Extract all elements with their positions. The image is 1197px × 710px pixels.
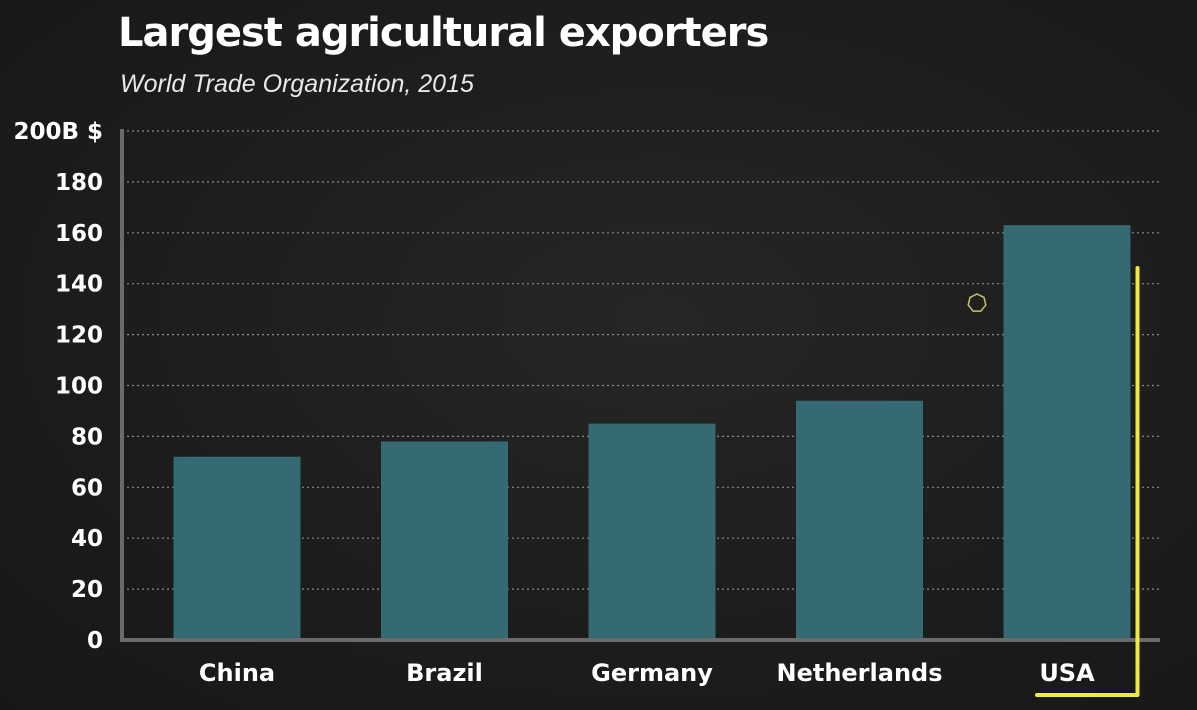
chart-title: Largest agricultural exporters [118,10,769,56]
chart-subtitle: World Trade Organization, 2015 [120,70,474,98]
cursor-ring-icon [967,293,987,312]
y-tick-label: 40 [71,526,103,552]
y-tick-label: 140 [55,272,103,298]
x-category-label: China [199,659,275,687]
highlight-bracket-line [1035,266,1140,697]
x-category-label: Netherlands [776,659,942,687]
y-tick-label: 0 [87,628,103,654]
axes [120,129,1160,642]
bar-brazil [381,441,508,640]
cursor-icon [967,293,987,312]
y-tick-label: 200B $ [13,119,103,145]
highlight-bracket [1035,266,1140,697]
y-tick-label: 80 [71,424,103,450]
y-tick-label: 60 [71,475,103,501]
x-category-label: USA [1039,659,1095,687]
y-tick-labels: 0 20 40 60 80 100 120 140 160 180 200B $ [13,119,103,654]
bars [173,225,1131,641]
bar-netherlands [796,400,923,640]
bar-china [173,456,301,640]
y-tick-label: 20 [71,577,103,603]
x-category-label: Germany [591,659,713,687]
x-category-label: Brazil [406,659,483,687]
bar-usa [1003,225,1131,641]
x-category-labels: China Brazil Germany Netherlands USA [199,659,1095,687]
y-tick-label: 120 [55,323,103,349]
gridlines [122,130,1160,590]
y-tick-label: 100 [55,374,103,400]
bar-germany [588,423,716,640]
y-tick-label: 160 [55,221,103,247]
y-tick-label: 180 [55,170,103,196]
